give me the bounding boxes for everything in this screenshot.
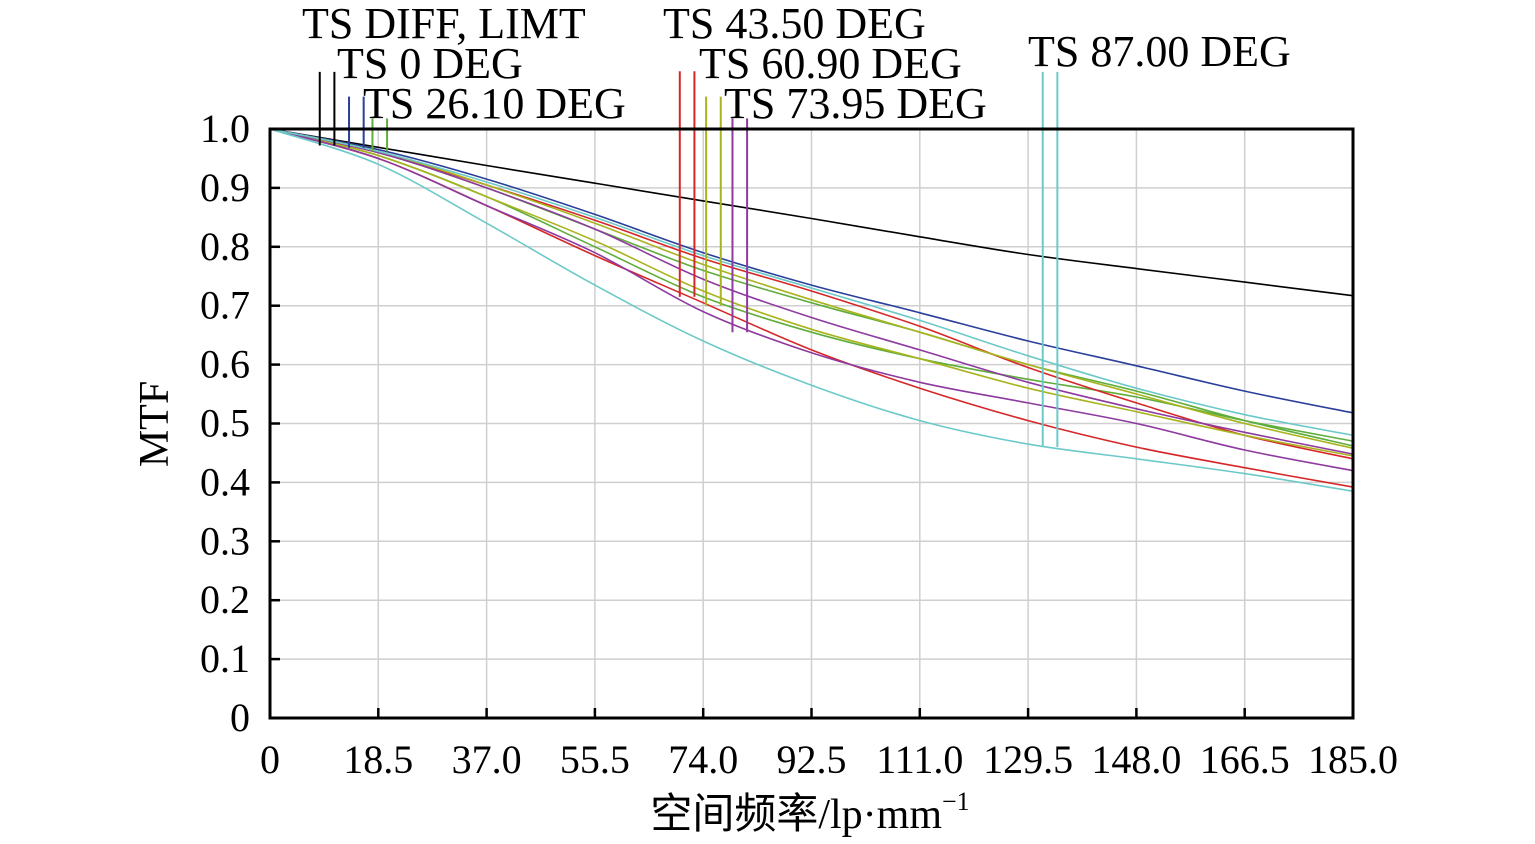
mtf-curve-5-1 [269, 128, 1354, 472]
y-tick-label: 0.9 [200, 165, 250, 210]
x-axis-title-text: 空间频率/lp·mm [650, 791, 942, 838]
x-tick-label: 55.5 [560, 737, 630, 782]
x-tick-label: 111.0 [876, 737, 963, 782]
x-tick-label: 0 [260, 737, 280, 782]
legend-label: TS 43.50 DEG [663, 0, 926, 48]
legend-label: TS DIFF, LIMT [302, 0, 586, 48]
x-tick-label: 148.0 [1091, 737, 1181, 782]
legend-label: TS 87.00 DEG [1028, 27, 1291, 76]
y-tick-label: 0.1 [200, 636, 250, 681]
legend-label: TS 60.90 DEG [699, 39, 962, 88]
x-tick-label: 74.0 [668, 737, 738, 782]
x-tick-label: 92.5 [777, 737, 847, 782]
y-axis-title: MTF [132, 381, 178, 467]
y-tick-labels: 0 0.1 0.2 0.3 0.4 0.5 0.6 0.7 0.8 0.9 1.0 [200, 106, 250, 740]
x-tick-label: 129.5 [983, 737, 1073, 782]
x-tick-label: 185.0 [1308, 737, 1398, 782]
legend-label: TS 26.10 DEG [363, 79, 626, 128]
x-tick-label: 18.5 [343, 737, 413, 782]
legend-markers [318, 71, 1059, 448]
x-axis-title-superscript: −1 [942, 787, 970, 816]
mtf-curves [269, 128, 1354, 492]
y-tick-label: 0.8 [200, 224, 250, 269]
mtf-curve-4-1 [269, 128, 1354, 457]
plot-frame [268, 127, 1355, 720]
x-tick-label: 166.5 [1200, 737, 1290, 782]
mtf-curve-4-0 [269, 128, 1354, 449]
y-tick-label: 0.4 [200, 459, 250, 504]
legend-label: TS 73.95 DEG [724, 79, 987, 128]
y-tick-label: 0.2 [200, 577, 250, 622]
mtf-curve-1-0 [269, 128, 1354, 414]
x-tick-label: 37.0 [452, 737, 522, 782]
y-tick-label: 0.5 [200, 401, 250, 446]
y-tick-label: 0.6 [200, 342, 250, 387]
y-tick-label: 1.0 [200, 106, 250, 151]
mtf-curve-6-1 [269, 128, 1354, 492]
mtf-curve-0-0 [269, 128, 1354, 297]
mtf-curve-5-0 [269, 128, 1354, 455]
y-tick-label: 0.3 [200, 518, 250, 563]
legend-label: TS 0 DEG [337, 39, 523, 88]
y-tick-label: 0 [230, 695, 250, 740]
mtf-curve-6-0 [269, 128, 1354, 437]
x-axis-title: 空间频率/lp·mm−1 [650, 787, 969, 838]
x-tick-labels: 0 18.5 37.0 55.5 74.0 92.5 111.0 129.5 148.0 166.… [260, 737, 1398, 782]
y-tick-label: 0.7 [200, 283, 250, 328]
